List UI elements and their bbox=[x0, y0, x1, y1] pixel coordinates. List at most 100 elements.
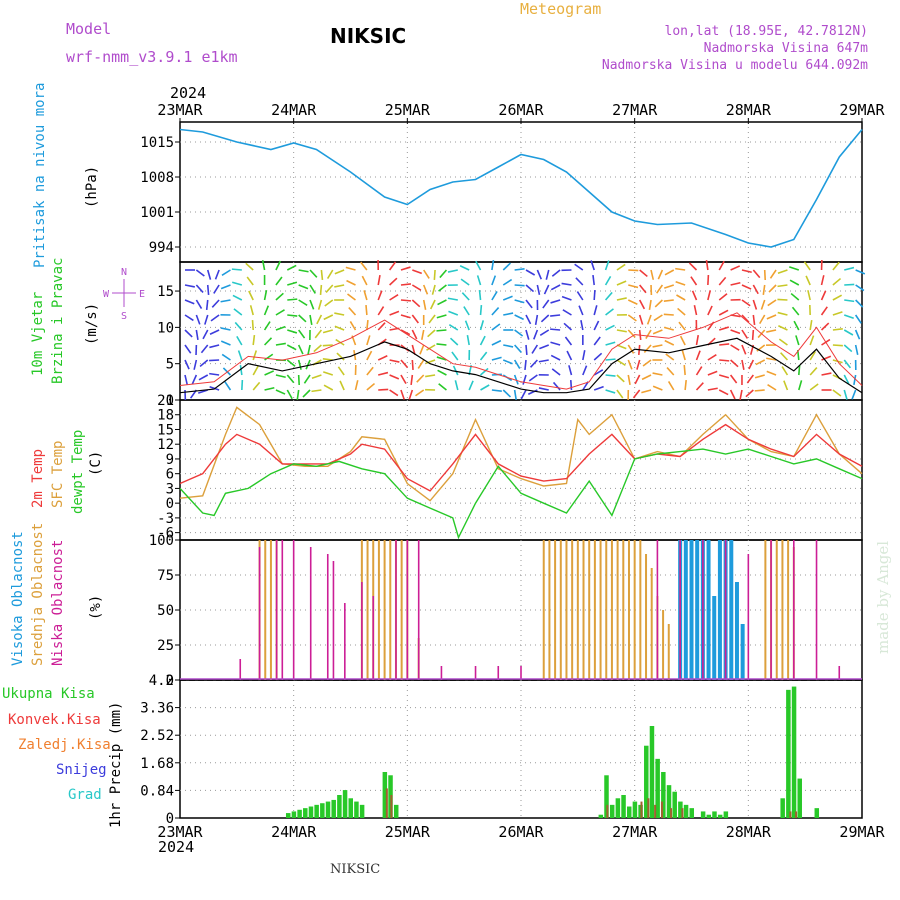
wind-arrow bbox=[755, 359, 766, 366]
wind-arrow bbox=[654, 299, 663, 308]
total-rain-bar bbox=[359, 804, 365, 818]
wind-arrow bbox=[663, 313, 674, 316]
wind-arrow bbox=[263, 305, 270, 316]
wind-arrow bbox=[789, 266, 800, 271]
wind-arrow bbox=[323, 371, 334, 376]
wind-arrow bbox=[648, 299, 652, 311]
wind-arrow bbox=[684, 379, 687, 391]
wind-arrow bbox=[323, 314, 334, 321]
wind-arrow bbox=[777, 269, 788, 275]
wind-arrow bbox=[768, 284, 777, 293]
wind-arrow bbox=[604, 260, 610, 271]
wind-arrow bbox=[334, 284, 345, 288]
wind-arrow bbox=[322, 344, 333, 347]
wind-arrow bbox=[237, 350, 243, 361]
total-rain-bar bbox=[348, 798, 353, 818]
wind-arrow bbox=[491, 307, 500, 316]
y-tick-label: 15 bbox=[157, 422, 174, 438]
wind-arrow bbox=[707, 370, 718, 376]
wind-arrow bbox=[641, 389, 652, 394]
wind-arrow bbox=[210, 314, 220, 322]
wind-arrow bbox=[627, 329, 636, 338]
wind-arrow bbox=[411, 329, 418, 340]
wind-arrow bbox=[627, 299, 638, 305]
wind-arrow bbox=[695, 335, 700, 346]
wind-arrow bbox=[491, 259, 495, 271]
wind-arrow bbox=[222, 367, 232, 376]
wind-arrow bbox=[213, 284, 220, 294]
wind-arrow bbox=[287, 298, 298, 301]
total-rain-bar bbox=[320, 803, 325, 818]
wind-arrow bbox=[730, 344, 740, 351]
wind-arrow bbox=[263, 321, 271, 331]
wind-arrow bbox=[639, 284, 647, 294]
wind-arrow bbox=[540, 314, 550, 323]
convective-rain-bar bbox=[640, 801, 643, 818]
wind-arrow bbox=[378, 371, 389, 376]
wind-arrow bbox=[616, 374, 625, 383]
wind-arrow bbox=[820, 322, 830, 331]
wind-arrow bbox=[795, 335, 800, 346]
wind-arrow bbox=[184, 329, 193, 338]
wind-arrow bbox=[636, 359, 641, 370]
wind-arrow bbox=[423, 269, 430, 279]
wind-arrow bbox=[627, 374, 631, 385]
wind-arrow bbox=[675, 267, 686, 271]
total-rain-bar bbox=[780, 798, 785, 818]
wind-arrow bbox=[275, 260, 282, 271]
wind-arrow bbox=[566, 350, 573, 361]
model-name: wrf-nmm_v3.9.1 e1km bbox=[66, 48, 238, 66]
wind-arrow bbox=[334, 312, 345, 316]
wind-arrow bbox=[604, 291, 613, 301]
wind-arrow bbox=[538, 387, 549, 391]
y-tick-label: 3.36 bbox=[140, 701, 174, 717]
compass-letter: W bbox=[103, 289, 110, 300]
total-rain-bar bbox=[700, 811, 706, 818]
wind-arrow bbox=[366, 350, 373, 361]
wind-arrow bbox=[760, 299, 766, 310]
wind-arrow bbox=[427, 329, 436, 338]
wind-arrow bbox=[199, 359, 209, 368]
wind-arrow bbox=[412, 269, 423, 275]
wind-arrow bbox=[807, 290, 811, 301]
wind-arrow bbox=[478, 289, 482, 301]
wind-arrow bbox=[533, 329, 539, 340]
wind-arrow bbox=[195, 299, 203, 309]
y-tick-label: 10 bbox=[157, 320, 174, 336]
wind-arrow bbox=[275, 292, 284, 301]
wind-arrow bbox=[752, 284, 759, 295]
wind-arrow bbox=[593, 385, 604, 391]
total-rain-bar bbox=[598, 814, 604, 818]
wind-arrow bbox=[832, 344, 843, 347]
wind-arrow bbox=[759, 314, 766, 325]
wind-arrow bbox=[843, 344, 853, 353]
wind-arrow bbox=[297, 359, 302, 370]
wind-arrow bbox=[305, 359, 311, 370]
wind-arrow bbox=[184, 344, 192, 354]
x-tick-label-bottom: 26MAR bbox=[498, 823, 544, 841]
wind-arrow bbox=[641, 374, 652, 381]
wind-arrow bbox=[195, 329, 199, 341]
wind-arrow bbox=[616, 329, 627, 333]
wind-arrow bbox=[580, 320, 584, 331]
wind-arrow bbox=[264, 386, 275, 391]
wind-arrow bbox=[389, 310, 400, 316]
wind-arrow bbox=[236, 335, 243, 346]
wind-arrow bbox=[400, 299, 411, 302]
wind-arrow bbox=[729, 389, 736, 400]
total-rain-bar bbox=[314, 804, 319, 818]
total-rain-bar bbox=[382, 772, 388, 818]
wind-arrow bbox=[417, 359, 425, 369]
wind-arrow bbox=[777, 284, 788, 288]
wind-arrow bbox=[389, 374, 400, 380]
wind-arrow bbox=[793, 320, 800, 331]
wind-arrow bbox=[576, 291, 584, 301]
wind-arrow bbox=[754, 374, 765, 379]
wind-arrow bbox=[582, 365, 588, 376]
wind-arrow bbox=[360, 261, 368, 271]
wind-arrow bbox=[411, 359, 414, 371]
pressure-line bbox=[179, 128, 863, 248]
wind-arrow bbox=[459, 265, 470, 271]
convective-rain-bar bbox=[390, 795, 393, 818]
